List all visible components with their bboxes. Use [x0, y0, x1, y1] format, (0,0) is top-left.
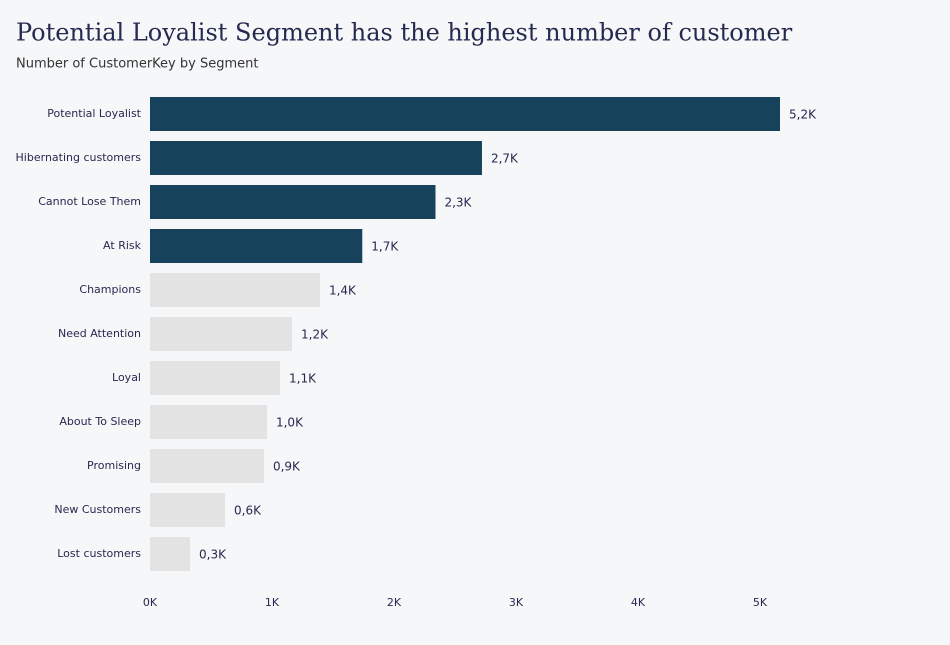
- value-label: 1,2K: [301, 328, 329, 342]
- x-tick-label: 0K: [143, 596, 158, 609]
- x-tick-label: 4K: [631, 596, 646, 609]
- y-tick-label: Champions: [79, 283, 141, 296]
- value-label: 2,7K: [491, 152, 519, 166]
- value-label: 2,3K: [444, 196, 472, 210]
- y-tick-label: Hibernating customers: [16, 151, 142, 164]
- bar: [150, 361, 281, 395]
- value-label: 0,3K: [199, 548, 227, 562]
- value-label: 0,6K: [234, 504, 262, 518]
- chart-subtitle: Number of CustomerKey by Segment: [16, 57, 258, 72]
- y-tick-label: New Customers: [54, 503, 141, 516]
- value-label: 1,4K: [329, 284, 357, 298]
- y-tick-label: About To Sleep: [59, 415, 141, 428]
- x-tick-label: 5K: [753, 596, 768, 609]
- chart-title: Potential Loyalist Segment has the highe…: [16, 19, 793, 47]
- x-tick-label: 3K: [509, 596, 524, 609]
- y-tick-label: Lost customers: [57, 547, 141, 560]
- bar: [150, 185, 436, 219]
- bar: [150, 405, 267, 439]
- y-tick-label: Promising: [87, 459, 141, 472]
- bar: [150, 273, 320, 307]
- bar: [150, 493, 226, 527]
- bar: [150, 141, 482, 175]
- y-tick-label: Need Attention: [58, 327, 141, 340]
- x-tick-label: 1K: [265, 596, 280, 609]
- y-tick-label: Loyal: [112, 371, 141, 384]
- value-label: 1,1K: [289, 372, 317, 386]
- value-label: 5,2K: [789, 108, 817, 122]
- y-tick-label: Potential Loyalist: [47, 107, 141, 120]
- bar: [150, 97, 781, 131]
- bar: [150, 229, 363, 263]
- value-label: 1,7K: [371, 240, 399, 254]
- y-tick-label: Cannot Lose Them: [38, 195, 141, 208]
- bar: [150, 537, 191, 571]
- bar: [150, 317, 293, 351]
- value-label: 0,9K: [273, 460, 301, 474]
- bar: [150, 449, 264, 483]
- y-tick-label: At Risk: [103, 239, 142, 252]
- value-label: 1,0K: [276, 416, 304, 430]
- x-tick-label: 2K: [387, 596, 402, 609]
